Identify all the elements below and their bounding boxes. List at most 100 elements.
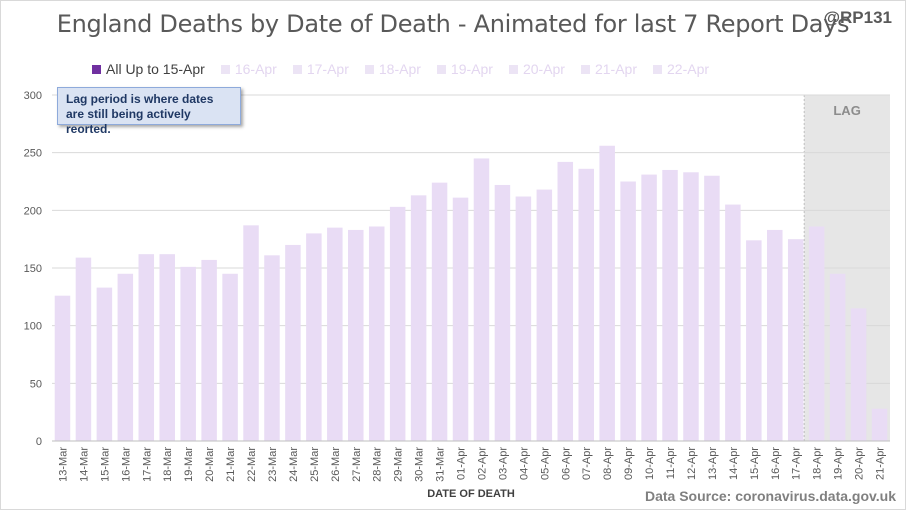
data-source: Data Source: coronavirus.data.gov.uk [644, 488, 896, 504]
bar [620, 181, 636, 441]
y-tick-label: 200 [24, 205, 42, 217]
x-tick-label: 21-Apr [875, 447, 887, 480]
x-tick-label: 07-Apr [581, 447, 593, 480]
legend-swatch [580, 64, 590, 74]
bar [368, 226, 385, 441]
legend-item: 19-Apr [436, 61, 493, 77]
x-tick-label: 19-Mar [183, 447, 195, 482]
y-tick-label: 50 [30, 378, 42, 390]
x-tick-label: 27-Mar [351, 447, 363, 482]
bar [829, 273, 846, 441]
x-tick-label: 23-Mar [267, 447, 279, 482]
bar [285, 244, 301, 441]
bar [327, 227, 343, 441]
x-tick-label: 26-Mar [330, 447, 342, 482]
legend-label: 16-Apr [234, 61, 277, 77]
bar [201, 259, 217, 441]
x-tick-label: 03-Apr [497, 447, 509, 480]
x-tick-label: 01-Apr [456, 447, 468, 480]
bar [808, 226, 825, 441]
x-tick-label: 11-Apr [665, 447, 677, 480]
y-tick-label: 250 [24, 148, 42, 160]
bar [306, 233, 322, 441]
x-tick-label: 13-Apr [707, 447, 719, 480]
x-tick-label: 05-Apr [539, 447, 551, 480]
bar [96, 287, 113, 441]
legend-item: All Up to 15-Apr [92, 61, 205, 77]
bar [264, 255, 280, 441]
bar [410, 195, 427, 441]
y-tick-label: 300 [24, 90, 42, 102]
bar [431, 182, 448, 442]
x-tick-label: 16-Mar [120, 447, 132, 482]
bar [725, 204, 741, 441]
bar [75, 257, 92, 441]
legend-label: 20-Apr [522, 61, 565, 77]
x-tick-label: 18-Mar [162, 447, 174, 482]
bar [557, 161, 574, 442]
x-tick-label: 25-Mar [309, 447, 321, 482]
bar [389, 206, 406, 441]
x-tick-label: 29-Mar [393, 447, 405, 482]
y-tick-label: 150 [24, 263, 42, 275]
x-tick-label: 18-Apr [812, 447, 824, 480]
x-tick-label: 30-Mar [414, 447, 426, 482]
legend-swatch [364, 64, 374, 74]
legend-label: All Up to 15-Apr [106, 61, 205, 77]
bar [746, 240, 762, 441]
bar [515, 196, 532, 441]
bar [473, 158, 490, 441]
legend-item: 21-Apr [580, 61, 638, 77]
bar [54, 295, 71, 441]
legend-item: 16-Apr [220, 61, 277, 77]
legend-swatch [92, 64, 101, 74]
bar [180, 266, 196, 441]
x-tick-label: 24-Mar [288, 447, 300, 482]
x-tick-label: 31-Mar [435, 447, 447, 482]
legend-swatch [653, 64, 663, 74]
x-tick-label: 14-Mar [78, 447, 90, 482]
legend-swatch [508, 64, 518, 74]
legend-swatch [436, 64, 446, 74]
x-tick-label: 15-Mar [99, 447, 111, 482]
bar [452, 197, 469, 441]
bar [767, 229, 783, 441]
legend-swatch [292, 64, 302, 74]
x-tick-label: 19-Apr [833, 447, 845, 480]
lag-label: LAG [833, 103, 860, 118]
bar [662, 169, 678, 441]
bar [683, 172, 699, 442]
x-tick-label: 20-Apr [854, 447, 866, 480]
bar [578, 168, 594, 441]
bar [536, 189, 553, 441]
legend-swatch [220, 64, 230, 74]
bar [641, 174, 657, 441]
legend-item: 18-Apr [364, 61, 421, 77]
y-tick-label: 0 [36, 436, 42, 448]
x-tick-label: 16-Apr [770, 447, 782, 480]
x-tick-label: 10-Apr [644, 447, 656, 480]
legend-item: 17-Apr [292, 61, 349, 77]
bar [138, 254, 155, 441]
x-tick-label: 20-Mar [204, 447, 216, 482]
legend-item: 20-Apr [508, 61, 565, 77]
y-tick-label: 100 [24, 321, 42, 333]
x-tick-label: 02-Apr [476, 447, 488, 480]
x-tick-label: 04-Apr [518, 447, 530, 480]
x-tick-label: 28-Mar [372, 447, 384, 482]
bar [348, 229, 364, 441]
bar [222, 273, 238, 441]
x-tick-label: 15-Apr [749, 447, 761, 480]
lag-callout: Lag period is where dates are still bein… [57, 87, 241, 136]
legend-label: 17-Apr [306, 61, 349, 77]
bar [494, 184, 511, 441]
chart-title: England Deaths by Date of Death - Animat… [56, 10, 850, 38]
legend-item: 22-Apr [653, 61, 709, 77]
bar [850, 308, 867, 441]
bar [599, 145, 615, 441]
x-tick-label: 06-Apr [560, 447, 572, 480]
bar [159, 254, 175, 441]
legend-label: 21-Apr [594, 61, 638, 77]
x-tick-label: 14-Apr [728, 447, 740, 480]
legend: All Up to 15-Apr 16-Apr 17-Apr 18-Apr 19-Apr… [92, 58, 709, 80]
